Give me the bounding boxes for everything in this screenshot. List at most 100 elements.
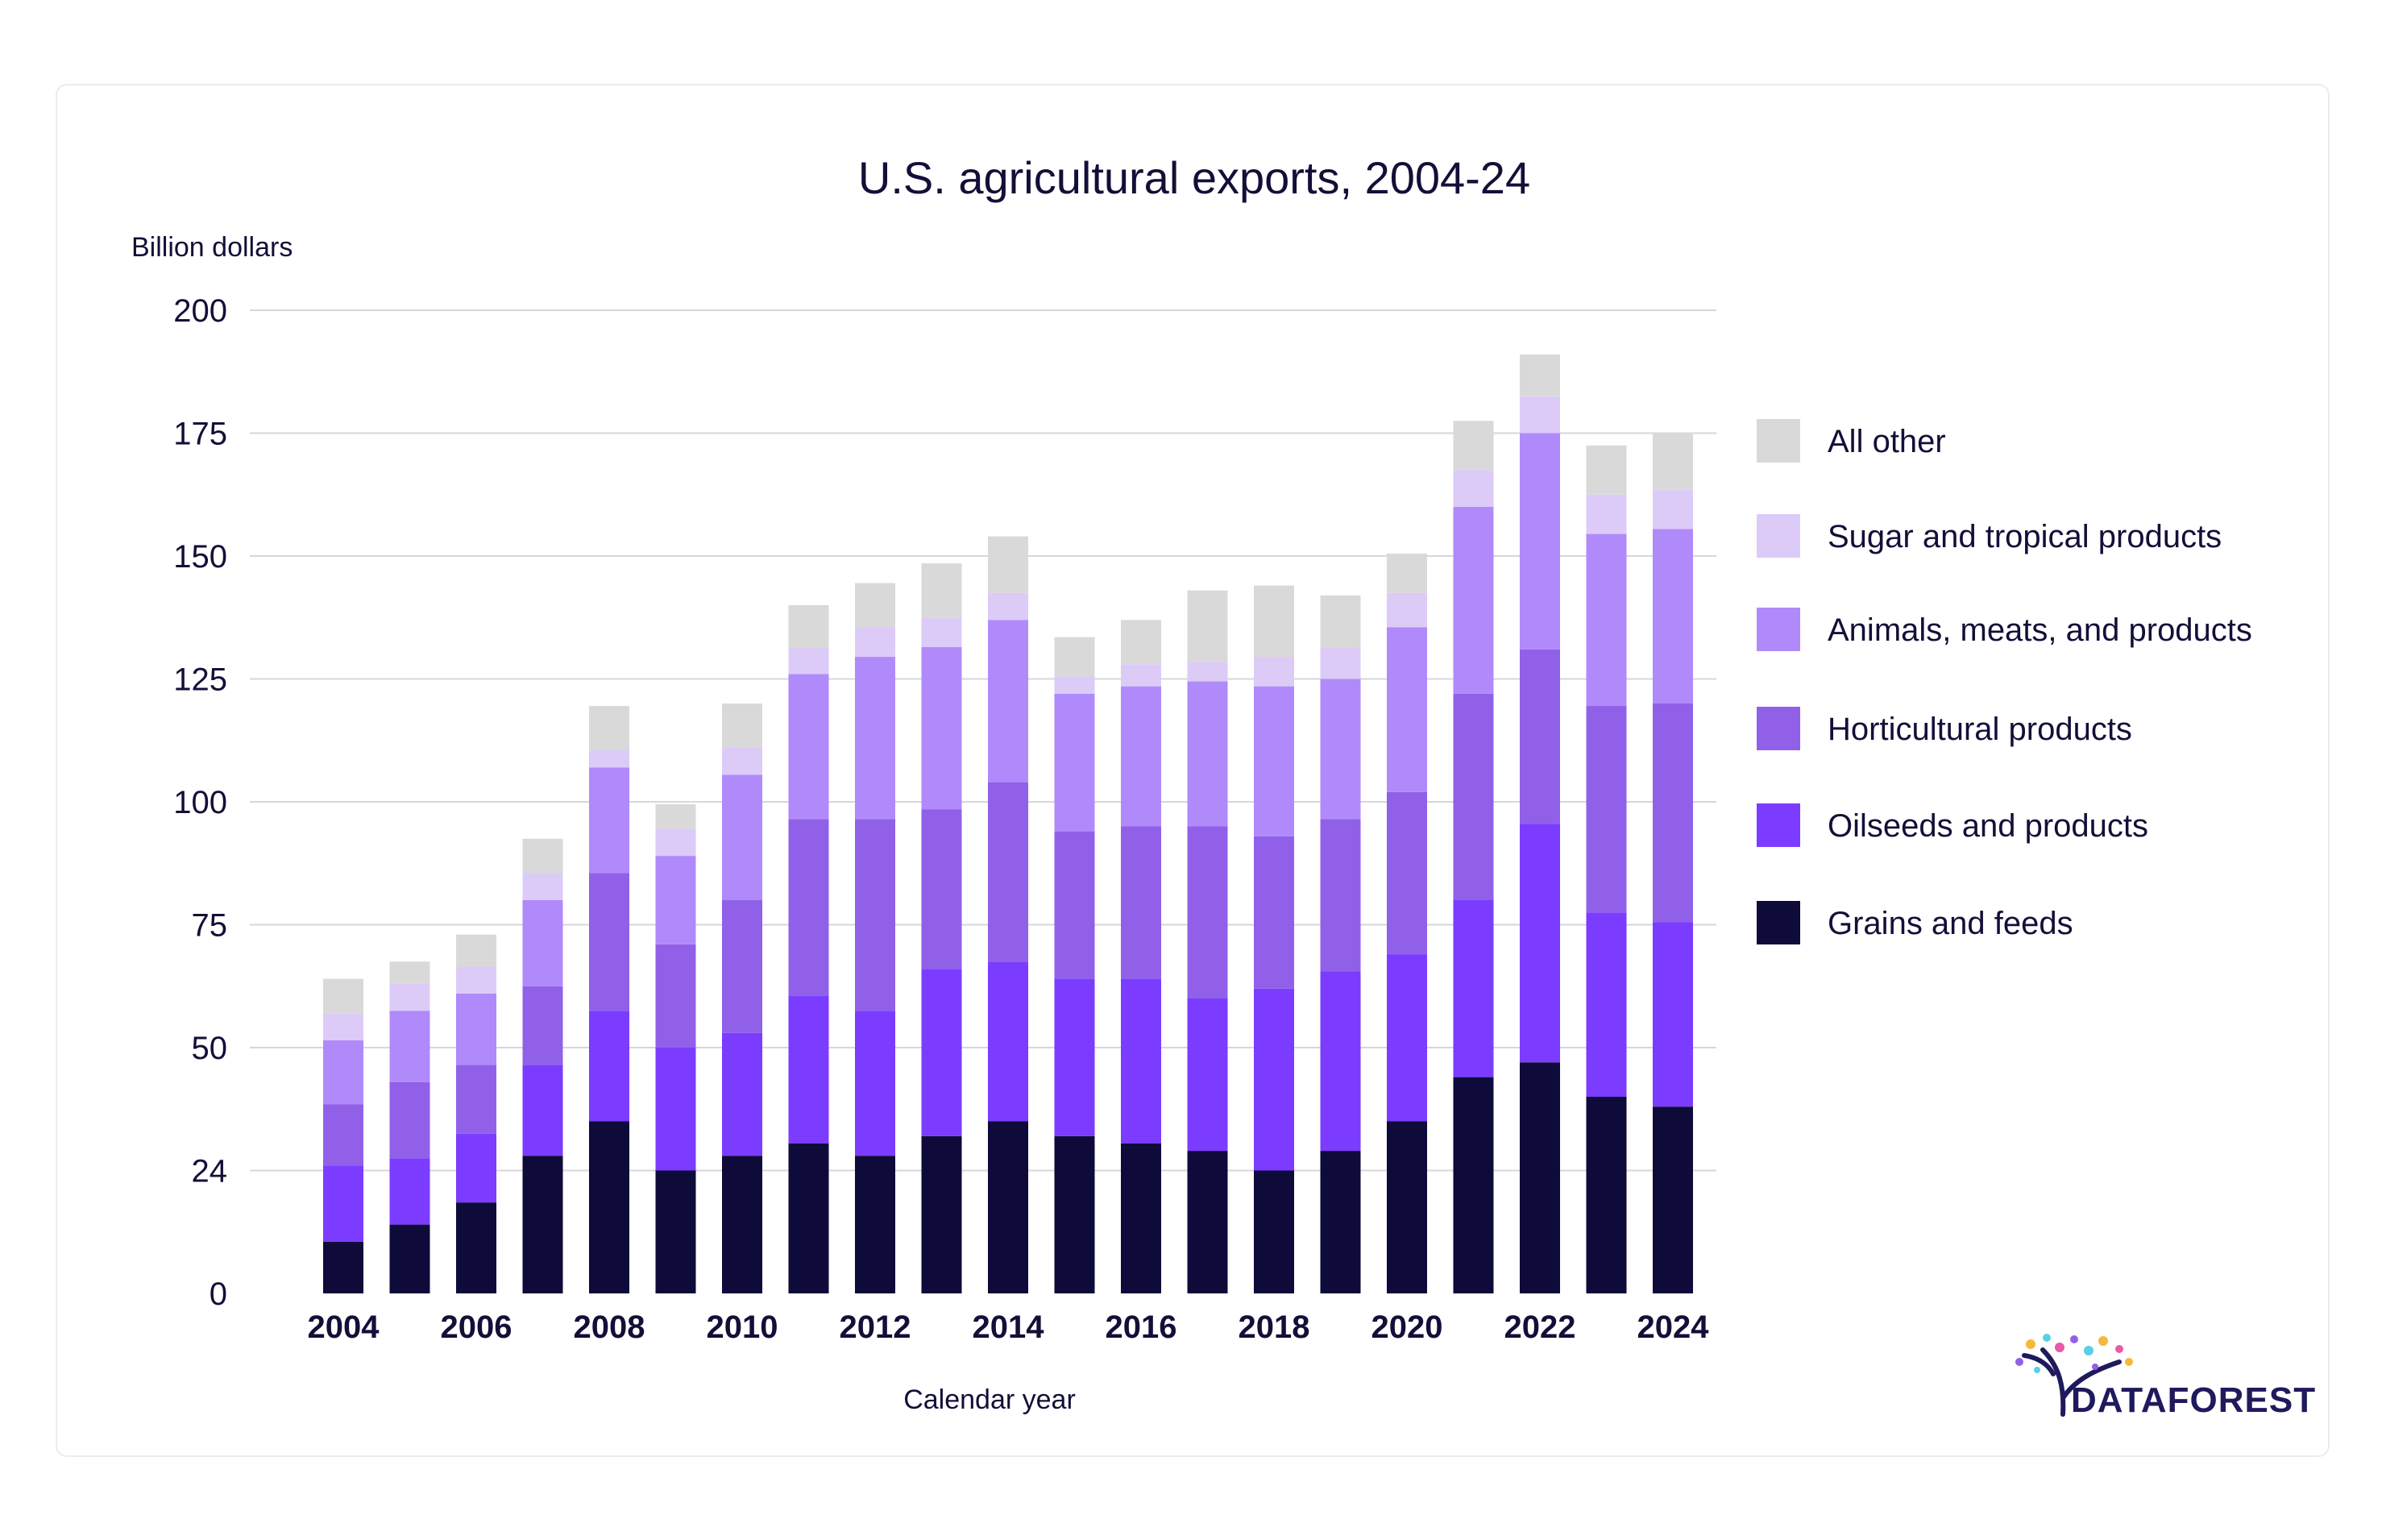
x-tick-label: 2006 (441, 1310, 512, 1345)
bar-segment-sugar-and-tropical-products (722, 747, 762, 775)
bar-stack-2018 (1254, 585, 1294, 1293)
bar-stack-2021 (1453, 421, 1494, 1293)
bar-segment-oilseeds-and-products (855, 1011, 895, 1156)
bar-segment-grains-and-feeds (1254, 1170, 1294, 1293)
bar-segment-oilseeds-and-products (1187, 998, 1228, 1152)
bar-segment-horticultural-products (1586, 706, 1627, 913)
x-tick-label: 2012 (840, 1310, 911, 1345)
bars (323, 354, 1693, 1293)
bar-stack-2009 (655, 804, 696, 1293)
bar-segment-oilseeds-and-products (1453, 900, 1494, 1077)
legend-item: Oilseeds and products (1757, 803, 2148, 847)
bar-segment-animals-meats-and-products (1054, 693, 1095, 832)
bar-segment-all-other (1520, 354, 1560, 396)
x-tick-label: 2014 (973, 1310, 1045, 1345)
x-tick-label: 2022 (1504, 1310, 1576, 1345)
bar-segment-oilseeds-and-products (1054, 978, 1095, 1136)
bar-segment-animals-meats-and-products (1254, 686, 1294, 836)
bar-segment-animals-meats-and-products (522, 900, 563, 986)
y-tick-label: 125 (173, 662, 227, 698)
bar-segment-all-other (389, 961, 430, 984)
bar-segment-horticultural-products (788, 819, 829, 996)
bar-segment-sugar-and-tropical-products (988, 592, 1028, 621)
bar-segment-grains-and-feeds (788, 1143, 829, 1293)
bar-segment-sugar-and-tropical-products (921, 617, 962, 647)
legend-swatch (1757, 514, 1800, 558)
bar-segment-grains-and-feeds (1320, 1151, 1361, 1293)
bar-segment-grains-and-feeds (988, 1121, 1028, 1293)
bar-stack-2019 (1320, 595, 1361, 1293)
bar-segment-sugar-and-tropical-products (1653, 489, 1693, 529)
bar-segment-all-other (1187, 590, 1228, 662)
bar-segment-sugar-and-tropical-products (1320, 646, 1361, 679)
bar-segment-all-other (1054, 637, 1095, 677)
bar-segment-oilseeds-and-products (988, 961, 1028, 1122)
y-tick-label: 150 (173, 539, 227, 575)
x-tick-label: 2018 (1239, 1310, 1310, 1345)
legend-swatch (1757, 803, 1800, 847)
bar-segment-sugar-and-tropical-products (456, 966, 496, 994)
bar-segment-all-other (722, 704, 762, 748)
bar-segment-horticultural-products (589, 873, 629, 1011)
legend-item: Sugar and tropical products (1757, 514, 2222, 558)
bar-segment-sugar-and-tropical-products (1254, 657, 1294, 687)
bar-segment-oilseeds-and-products (389, 1158, 430, 1225)
bar-segment-horticultural-products (1054, 831, 1095, 979)
bar-segment-all-other (323, 978, 363, 1014)
bar-segment-horticultural-products (855, 819, 895, 1011)
bar-segment-grains-and-feeds (589, 1121, 629, 1293)
bar-segment-animals-meats-and-products (1520, 433, 1560, 650)
bar-stack-2015 (1054, 637, 1095, 1293)
bar-segment-animals-meats-and-products (855, 657, 895, 820)
legend-item: All other (1757, 419, 1946, 463)
bar-segment-animals-meats-and-products (589, 767, 629, 874)
bar-segment-horticultural-products (1653, 704, 1693, 923)
bar-segment-animals-meats-and-products (1121, 686, 1161, 827)
bar-stack-2011 (788, 605, 829, 1293)
x-tick-label: 2010 (707, 1310, 778, 1345)
bar-segment-sugar-and-tropical-products (855, 627, 895, 658)
bar-segment-sugar-and-tropical-products (323, 1013, 363, 1040)
legend-label: Horticultural products (1828, 712, 2132, 747)
bar-segment-grains-and-feeds (1054, 1135, 1095, 1293)
bar-segment-horticultural-products (1320, 819, 1361, 972)
x-tick-label: 2016 (1106, 1310, 1177, 1345)
legend-label: Oilseeds and products (1828, 808, 2148, 844)
bar-segment-animals-meats-and-products (655, 856, 696, 944)
bar-segment-all-other (788, 605, 829, 647)
bar-segment-sugar-and-tropical-products (1586, 494, 1627, 534)
legend-item: Grains and feeds (1757, 901, 2073, 944)
x-tick-label: 2008 (574, 1310, 645, 1345)
bar-stack-2004 (323, 978, 363, 1293)
bar-segment-oilseeds-and-products (921, 969, 962, 1136)
bar-segment-sugar-and-tropical-products (1453, 470, 1494, 507)
bar-segment-all-other (1453, 421, 1494, 471)
bar-segment-oilseeds-and-products (1121, 978, 1161, 1144)
bar-segment-oilseeds-and-products (788, 995, 829, 1144)
legend-label: Grains and feeds (1828, 906, 2073, 941)
x-axis-label: Calendar year (903, 1384, 1076, 1415)
bar-segment-grains-and-feeds (921, 1135, 962, 1293)
bar-segment-animals-meats-and-products (722, 774, 762, 900)
bar-segment-all-other (1254, 585, 1294, 658)
bar-segment-oilseeds-and-products (589, 1011, 629, 1122)
bar-segment-animals-meats-and-products (921, 646, 962, 810)
y-tick-label: 50 (192, 1031, 228, 1066)
bar-stack-2016 (1121, 620, 1161, 1293)
bar-segment-all-other (921, 563, 962, 618)
y-tick-label: 75 (192, 908, 228, 944)
bar-segment-sugar-and-tropical-products (1054, 676, 1095, 694)
y-tick-label: 24 (192, 1154, 228, 1189)
bar-segment-grains-and-feeds (1121, 1143, 1161, 1293)
bar-stack-2024 (1653, 433, 1693, 1293)
bar-segment-sugar-and-tropical-products (1187, 662, 1228, 682)
bar-segment-oilseeds-and-products (323, 1165, 363, 1242)
dataforest-logo: DATAFOREST (2015, 1334, 2316, 1420)
bar-segment-grains-and-feeds (1653, 1106, 1693, 1293)
y-axis-label: Billion dollars (131, 232, 293, 263)
y-axis-ticks: 0 24 50 75 100 125 150 175 200 (173, 293, 227, 1312)
bar-segment-animals-meats-and-products (456, 993, 496, 1065)
bar-stack-2022 (1520, 354, 1560, 1293)
logo-text: DATAFOREST (2071, 1380, 2316, 1420)
y-tick-label: 200 (173, 293, 227, 329)
